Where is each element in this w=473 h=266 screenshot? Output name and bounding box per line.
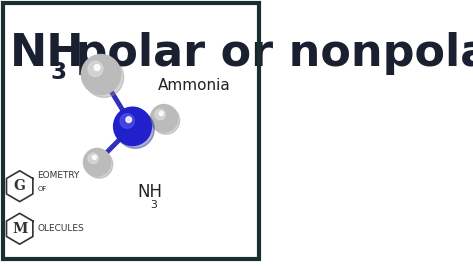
Circle shape	[126, 117, 131, 123]
Text: M: M	[12, 222, 27, 236]
Circle shape	[120, 114, 134, 128]
Circle shape	[81, 55, 121, 94]
Text: NH: NH	[10, 32, 85, 75]
Circle shape	[92, 155, 96, 160]
Text: polar or nonpolar ?: polar or nonpolar ?	[60, 32, 473, 75]
Circle shape	[94, 65, 100, 70]
Text: 3: 3	[51, 61, 67, 84]
Circle shape	[83, 148, 111, 176]
Circle shape	[88, 61, 103, 77]
Circle shape	[114, 107, 151, 146]
Text: Ammonia: Ammonia	[158, 78, 230, 93]
Circle shape	[84, 57, 123, 97]
Circle shape	[150, 105, 178, 132]
Circle shape	[159, 111, 163, 116]
Text: G: G	[14, 179, 26, 193]
Text: NH: NH	[138, 182, 163, 201]
Text: 3: 3	[150, 200, 158, 210]
Text: EOMETRY: EOMETRY	[37, 171, 80, 180]
Text: OF: OF	[37, 186, 47, 192]
Circle shape	[116, 110, 154, 148]
Circle shape	[152, 107, 180, 134]
Circle shape	[155, 109, 166, 120]
Text: OLECULES: OLECULES	[37, 224, 84, 233]
Circle shape	[88, 153, 98, 164]
Circle shape	[86, 151, 113, 178]
